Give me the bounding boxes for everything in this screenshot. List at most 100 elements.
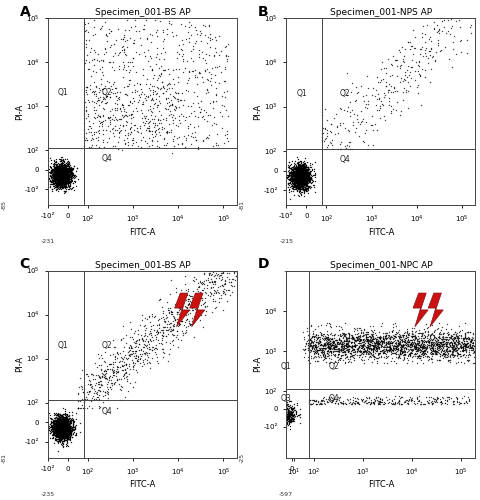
Point — [440, 350, 447, 358]
Point — [361, 343, 369, 351]
Point — [299, 180, 306, 188]
Point — [59, 171, 66, 179]
Point — [54, 174, 61, 182]
Point — [300, 166, 307, 174]
Point — [439, 347, 447, 355]
Point — [53, 174, 60, 182]
Point — [396, 344, 404, 352]
Point — [61, 168, 69, 176]
Point — [132, 27, 140, 35]
Point — [57, 168, 65, 176]
Point — [295, 172, 303, 179]
Point — [188, 317, 195, 325]
Point — [82, 86, 89, 94]
Point — [287, 404, 294, 412]
Point — [63, 167, 71, 175]
Point — [65, 162, 73, 170]
Point — [338, 348, 346, 356]
Point — [55, 424, 63, 432]
Point — [300, 176, 308, 184]
Point — [47, 424, 54, 432]
Point — [339, 345, 347, 353]
Point — [449, 400, 457, 408]
Point — [371, 336, 379, 344]
Point — [60, 167, 68, 175]
Point — [330, 342, 338, 349]
Point — [432, 348, 439, 356]
Point — [183, 80, 191, 88]
Point — [300, 172, 308, 180]
Point — [355, 336, 363, 344]
Point — [51, 417, 59, 425]
Point — [445, 339, 453, 347]
Point — [60, 417, 67, 425]
Point — [393, 337, 401, 345]
Point — [452, 332, 459, 340]
Point — [58, 437, 65, 445]
Point — [95, 130, 103, 138]
Point — [296, 176, 304, 184]
Point — [50, 424, 58, 432]
Point — [277, 418, 285, 426]
Point — [294, 167, 301, 175]
Point — [327, 347, 335, 355]
Point — [61, 180, 69, 188]
Point — [56, 172, 64, 179]
Point — [50, 422, 58, 430]
Point — [56, 180, 63, 188]
Point — [60, 426, 68, 434]
Point — [59, 174, 66, 182]
Point — [197, 104, 204, 112]
Point — [64, 418, 72, 426]
Point — [115, 95, 123, 103]
Point — [94, 386, 101, 394]
Point — [296, 178, 303, 186]
Point — [426, 398, 433, 406]
Point — [53, 176, 60, 184]
Point — [96, 381, 104, 389]
Point — [362, 399, 370, 407]
Point — [56, 424, 64, 432]
Point — [374, 94, 382, 102]
Point — [51, 420, 59, 428]
Point — [85, 85, 93, 93]
Point — [433, 346, 441, 354]
Point — [52, 419, 60, 427]
Point — [410, 340, 418, 348]
Point — [297, 166, 304, 173]
Point — [360, 397, 368, 405]
Point — [59, 161, 67, 169]
Point — [56, 170, 63, 177]
Point — [433, 342, 441, 350]
Point — [302, 175, 310, 183]
Point — [300, 172, 307, 179]
Point — [426, 342, 434, 349]
Point — [455, 38, 462, 46]
Point — [286, 168, 294, 176]
Point — [398, 347, 406, 355]
Point — [54, 418, 61, 426]
Point — [296, 170, 304, 178]
Point — [54, 170, 62, 178]
Point — [373, 342, 381, 349]
Point — [60, 170, 68, 178]
Point — [354, 324, 362, 332]
Point — [133, 330, 141, 338]
Point — [55, 416, 63, 424]
Point — [58, 424, 65, 432]
Point — [384, 55, 392, 63]
Point — [217, 68, 225, 76]
Point — [58, 172, 65, 180]
Point — [305, 168, 313, 176]
Point — [304, 336, 312, 344]
Point — [64, 426, 72, 434]
Point — [67, 186, 75, 194]
Point — [297, 176, 304, 184]
Point — [125, 352, 132, 360]
Point — [420, 332, 428, 340]
Point — [282, 414, 290, 422]
Point — [56, 174, 63, 182]
Point — [217, 261, 225, 269]
Point — [291, 173, 299, 181]
Point — [397, 342, 405, 350]
